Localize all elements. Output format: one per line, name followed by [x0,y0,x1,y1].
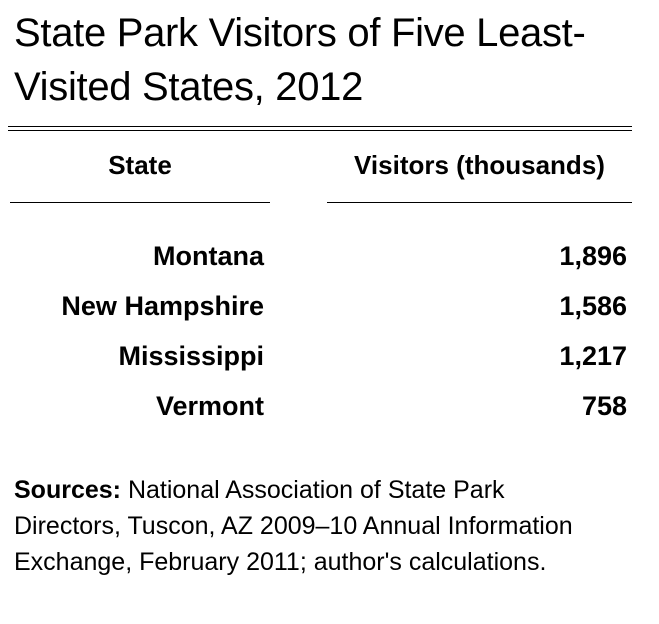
column-header-visitors: Visitors (thousands) [354,150,605,180]
table-cell-visitors: 1,217 [559,341,627,371]
table-cell-state: Mississippi [118,341,264,371]
table-row: New Hampshire 1,586 [0,286,659,336]
table-row: Vermont 758 [0,386,659,436]
table-cell-state: New Hampshire [61,291,264,321]
table-row: Mississippi 1,217 [0,336,659,386]
column-header-state: State [108,150,172,180]
table-cell-visitors: 1,896 [559,241,627,271]
table-cell-state: Montana [153,241,264,271]
source-text: National Association of State Park Direc… [14,476,573,576]
table-cell-visitors: 1,586 [559,291,627,321]
table-cell-visitors: 758 [581,391,627,421]
column-header-underline-visitors [327,202,632,203]
table-cell-state: Vermont [155,391,264,421]
source-label: Sources: [14,476,121,504]
title-divider-top [8,126,632,127]
table-body: Montana 1,896 New Hampshire 1,586 Missis… [0,236,659,436]
table-row: Montana 1,896 [0,236,659,286]
source-note: Sources: National Association of State P… [14,472,614,580]
title-divider-bottom [8,130,632,131]
chart-title: State Park Visitors of Five Least-Visite… [14,11,586,109]
column-header-underline-state [10,202,270,203]
